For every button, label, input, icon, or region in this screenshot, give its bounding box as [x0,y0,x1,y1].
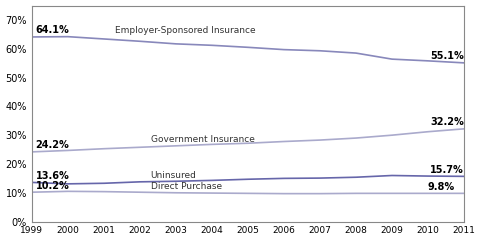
Text: Direct Purchase: Direct Purchase [150,182,221,191]
Text: 15.7%: 15.7% [430,165,463,175]
Text: 32.2%: 32.2% [430,117,463,127]
Text: 9.8%: 9.8% [427,182,454,192]
Text: 24.2%: 24.2% [36,141,69,150]
Text: 10.2%: 10.2% [36,181,69,191]
Text: 64.1%: 64.1% [36,25,69,35]
Text: Government Insurance: Government Insurance [150,135,254,144]
Text: Uninsured: Uninsured [150,171,196,180]
Text: Employer-Sponsored Insurance: Employer-Sponsored Insurance [115,26,255,35]
Text: 55.1%: 55.1% [430,51,463,60]
Text: 13.6%: 13.6% [36,171,69,181]
